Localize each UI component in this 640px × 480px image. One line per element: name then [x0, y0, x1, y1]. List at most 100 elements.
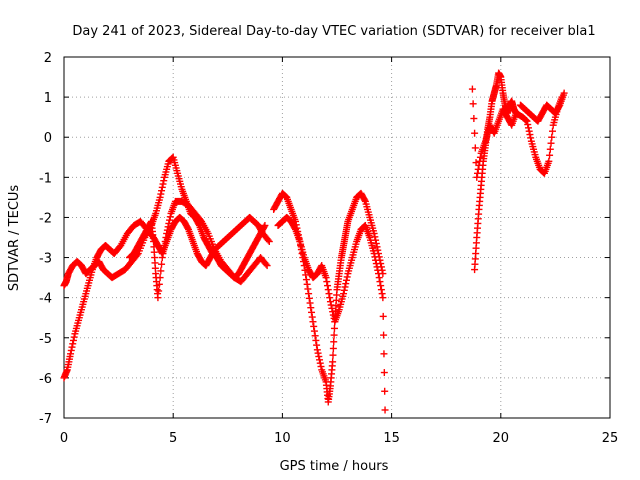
data-point [155, 280, 163, 288]
data-point [166, 213, 174, 221]
data-point [158, 254, 166, 262]
data-point [342, 280, 350, 288]
data-point [548, 127, 556, 135]
data-point [155, 287, 163, 295]
data-point [302, 276, 310, 284]
plot-frame [63, 56, 611, 419]
data-marks [60, 69, 568, 414]
data-point [160, 246, 168, 254]
x-tick-label: 10 [274, 431, 291, 446]
data-point [476, 153, 484, 161]
data-point [164, 223, 172, 231]
data-point [476, 157, 484, 165]
data-point [184, 224, 192, 232]
data-point [545, 157, 553, 165]
data-point [158, 260, 166, 268]
data-point [159, 250, 167, 258]
data-point [264, 236, 272, 244]
data-point [69, 340, 77, 348]
y-tick-label: 2 [44, 51, 52, 66]
data-point [263, 262, 271, 270]
data-point [308, 308, 316, 316]
data-point [69, 336, 77, 344]
data-point [548, 133, 556, 141]
data-point [381, 406, 389, 414]
data-point [376, 278, 384, 286]
data-point [306, 299, 314, 307]
chart-title: Day 241 of 2023, Sidereal Day-to-day VTE… [72, 24, 595, 39]
data-point [262, 260, 270, 268]
data-point [381, 387, 389, 395]
data-point [372, 256, 380, 264]
data-point [316, 359, 324, 367]
data-point [471, 144, 479, 152]
data-point [322, 274, 330, 282]
data-point [526, 131, 534, 139]
y-tick-label: -7 [39, 412, 52, 427]
data-point [329, 358, 337, 366]
data-point [380, 331, 388, 339]
y-tick-label: -2 [39, 211, 52, 226]
data-point [154, 294, 162, 302]
data-point [546, 145, 554, 153]
data-point [380, 369, 388, 377]
y-tick-label: -6 [39, 372, 52, 387]
data-point [312, 336, 320, 344]
data-point [524, 121, 532, 129]
data-point [340, 286, 348, 294]
data-point [468, 85, 476, 93]
data-point [163, 229, 171, 237]
data-point [165, 219, 173, 227]
data-point [329, 351, 337, 359]
data-point [161, 238, 169, 246]
data-point [474, 169, 482, 177]
x-tick-label: 25 [602, 431, 619, 446]
data-point [470, 115, 478, 123]
data-point [377, 286, 385, 294]
data-point [523, 117, 531, 125]
data-point [311, 332, 319, 340]
data-point [158, 183, 166, 191]
data-point [160, 177, 168, 185]
data-point [310, 322, 318, 330]
data-point [162, 234, 170, 241]
y-tick-label: 1 [44, 91, 52, 106]
data-point [309, 318, 317, 326]
data-point [330, 324, 338, 332]
data-point [473, 173, 481, 181]
data-point [342, 276, 350, 284]
data-point [68, 343, 76, 351]
data-point [378, 290, 386, 298]
data-point [67, 350, 75, 358]
y-tick-label: -4 [39, 292, 52, 307]
data-point [261, 221, 269, 229]
data-point [330, 338, 338, 346]
data-point [323, 278, 331, 286]
data-point [317, 363, 325, 371]
data-point [374, 266, 382, 274]
data-point [340, 290, 348, 298]
data-point [304, 285, 312, 293]
data-point [371, 253, 379, 261]
data-point [375, 274, 383, 282]
data-point [377, 282, 385, 290]
data-point [469, 100, 477, 108]
data-point [70, 333, 78, 341]
data-point [325, 290, 333, 298]
data-point [326, 298, 334, 306]
data-point [374, 270, 382, 278]
data-point [163, 226, 171, 234]
data-point [370, 250, 378, 258]
data-point [310, 327, 318, 335]
data-point [524, 124, 532, 132]
data-point [372, 260, 380, 268]
data-point [313, 346, 321, 354]
data-point [327, 301, 335, 309]
data-point [560, 89, 568, 97]
data-point [471, 129, 479, 137]
data-point [555, 102, 563, 110]
data-point [158, 187, 166, 195]
data-point [160, 242, 168, 250]
data-point [546, 151, 554, 159]
data-point [291, 224, 299, 232]
